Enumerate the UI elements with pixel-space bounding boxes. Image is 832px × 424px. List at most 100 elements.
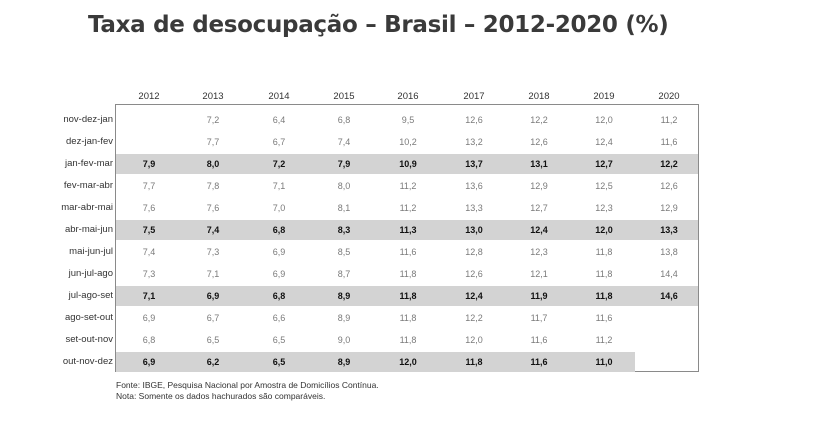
table-cell: 8,0 xyxy=(206,159,220,169)
table-cell: 13,3 xyxy=(465,203,483,213)
table-cell: 12,5 xyxy=(595,181,613,191)
table-cell: 13,2 xyxy=(465,137,483,147)
column-header-2014: 2014 xyxy=(268,91,290,102)
table-cell: 6,8 xyxy=(142,335,156,345)
table-cell: 8,7 xyxy=(337,269,351,279)
table-cell xyxy=(641,307,697,329)
column-header-2015: 2015 xyxy=(333,91,355,102)
table-cell: 10,9 xyxy=(399,159,417,169)
table-cell: 6,5 xyxy=(272,357,286,367)
table-cell: 12,0 xyxy=(465,335,483,345)
table-cell: 12,7 xyxy=(595,159,613,169)
column-header-2020: 2020 xyxy=(658,91,680,102)
table-cell: 7,9 xyxy=(142,159,156,169)
table-cell: 12,4 xyxy=(465,291,483,301)
table-cell: 7,7 xyxy=(206,137,220,147)
row-label-out-nov-dez: out-nov-dez xyxy=(62,356,113,367)
table-cell: 9,5 xyxy=(401,115,415,125)
table-cell: 12,9 xyxy=(530,181,548,191)
table-cell: 11,0 xyxy=(595,357,613,367)
column-header-2013: 2013 xyxy=(202,91,224,102)
table-cell: 13,3 xyxy=(660,225,678,235)
table-cell: 9,0 xyxy=(337,335,351,345)
table-cell: 12,6 xyxy=(465,269,483,279)
table-cell: 7,5 xyxy=(142,225,156,235)
table-cell: 7,6 xyxy=(142,203,156,213)
table-cell: 7,7 xyxy=(142,181,156,191)
table-cell: 12,0 xyxy=(399,357,417,367)
table-cell: 6,9 xyxy=(272,247,286,257)
table-cell xyxy=(121,109,177,131)
table-cell: 13,0 xyxy=(465,225,483,235)
row-label-nov-dez-jan: nov-dez-jan xyxy=(63,114,113,125)
table-cell: 11,8 xyxy=(399,269,417,279)
table-cell: 12,6 xyxy=(530,137,548,147)
row-label-ago-set-out: ago-set-out xyxy=(64,312,113,323)
row-label-dez-jan-fev: dez-jan-fev xyxy=(66,136,113,147)
table-cell: 6,7 xyxy=(206,313,220,323)
table-cell: 6,9 xyxy=(142,313,156,323)
table-cell: 11,8 xyxy=(399,335,417,345)
table-cell: 8,1 xyxy=(337,203,351,213)
table-cell: 12,4 xyxy=(530,225,548,235)
table-cell: 7,2 xyxy=(272,159,286,169)
table-cell: 11,3 xyxy=(399,225,417,235)
table-cell: 13,6 xyxy=(465,181,483,191)
table-cell: 6,7 xyxy=(272,137,286,147)
chart-title: Taxa de desocupação – Brasil – 2012-2020… xyxy=(88,12,669,38)
comparable-row-highlight xyxy=(116,154,698,174)
table-cell: 7,1 xyxy=(272,181,286,191)
table-cell: 6,9 xyxy=(142,357,156,367)
table-cell: 6,8 xyxy=(337,115,351,125)
table-cell: 7,0 xyxy=(272,203,286,213)
table-cell: 6,6 xyxy=(272,313,286,323)
table-cell: 11,6 xyxy=(530,357,548,367)
table-cell: 12,6 xyxy=(465,115,483,125)
column-header-2019: 2019 xyxy=(593,91,615,102)
table-cell: 11,6 xyxy=(660,137,678,147)
table-cell: 11,8 xyxy=(595,291,613,301)
table-cell: 8,9 xyxy=(337,313,351,323)
table-cell: 11,9 xyxy=(530,291,548,301)
table-cell: 7,1 xyxy=(206,269,220,279)
source-footnote: Fonte: IBGE, Pesquisa Nacional por Amost… xyxy=(116,380,379,390)
table-cell: 11,2 xyxy=(595,335,613,345)
table-cell: 8,3 xyxy=(337,225,351,235)
table-cell: 12,8 xyxy=(465,247,483,257)
table-cell: 13,7 xyxy=(465,159,483,169)
table-cell: 12,1 xyxy=(530,269,548,279)
table-cell: 12,3 xyxy=(530,247,548,257)
row-label-mai-jun-jul: mai-jun-jul xyxy=(69,246,113,257)
table-cell: 8,9 xyxy=(337,357,351,367)
table-cell: 12,4 xyxy=(595,137,613,147)
table-cell: 6,9 xyxy=(206,291,220,301)
table-cell: 12,3 xyxy=(595,203,613,213)
table-cell xyxy=(641,351,697,373)
table-cell: 7,1 xyxy=(142,291,156,301)
column-header-2017: 2017 xyxy=(463,91,485,102)
row-label-jul-ago-set: jul-ago-set xyxy=(68,290,113,301)
table-cell: 6,9 xyxy=(272,269,286,279)
table-cell: 12,2 xyxy=(660,159,678,169)
row-label-mar-abr-mai: mar-abr-mai xyxy=(61,202,113,213)
table-cell: 7,4 xyxy=(206,225,220,235)
comparable-row-highlight xyxy=(116,352,635,372)
comparable-row-highlight xyxy=(116,286,698,306)
table-cell: 11,8 xyxy=(595,269,613,279)
table-cell: 7,6 xyxy=(206,203,220,213)
table-cell: 8,5 xyxy=(337,247,351,257)
table-cell: 7,8 xyxy=(206,181,220,191)
table-cell: 12,6 xyxy=(660,181,678,191)
table-cell: 7,4 xyxy=(142,247,156,257)
column-header-2012: 2012 xyxy=(138,91,160,102)
table-cell: 12,0 xyxy=(595,115,613,125)
table-cell: 12,7 xyxy=(530,203,548,213)
table-cell: 10,2 xyxy=(399,137,417,147)
table-cell: 11,2 xyxy=(660,115,678,125)
table-cell: 13,1 xyxy=(530,159,548,169)
comparable-row-highlight xyxy=(116,220,698,240)
table-cell: 7,3 xyxy=(206,247,220,257)
table-cell: 14,6 xyxy=(660,291,678,301)
table-cell: 12,0 xyxy=(595,225,613,235)
table-cell xyxy=(121,131,177,153)
